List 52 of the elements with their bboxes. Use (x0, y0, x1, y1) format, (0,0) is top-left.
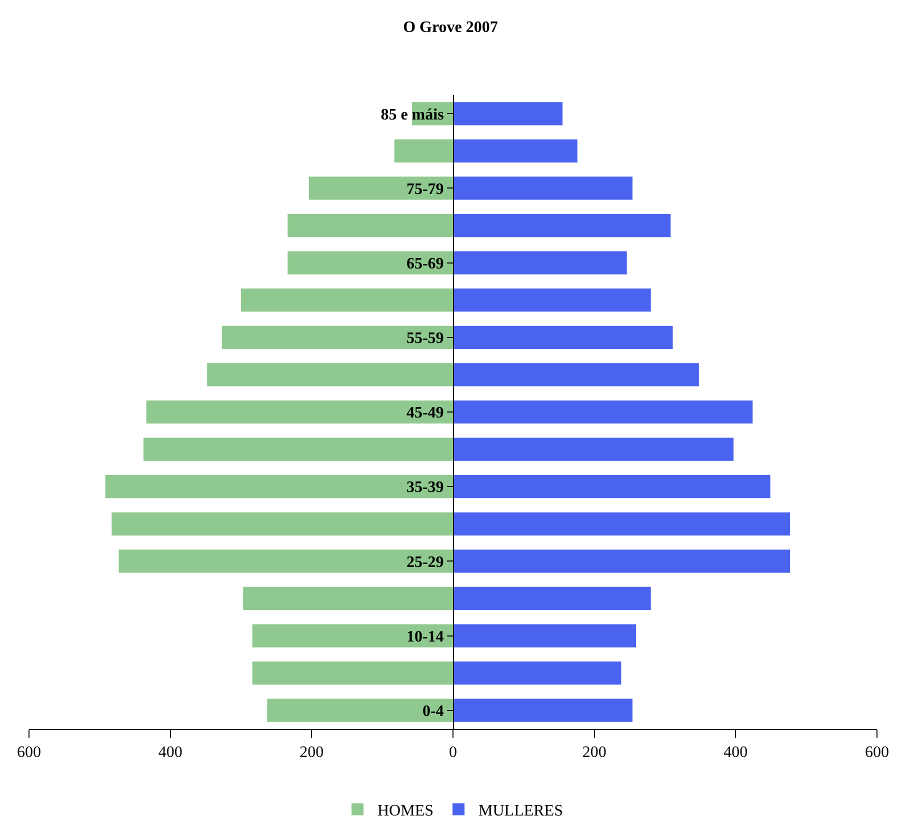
x-tick-label: 400 (158, 744, 182, 762)
bar (243, 586, 453, 610)
bar (207, 363, 453, 386)
x-tick-label: 0 (449, 744, 457, 762)
bar (453, 139, 578, 162)
x-tick-label: 600 (865, 744, 889, 762)
bar (453, 698, 632, 722)
bar (453, 624, 636, 648)
bar (453, 363, 699, 386)
y-tick-label: 25-29 (406, 554, 444, 571)
x-tick-label: 400 (724, 744, 748, 762)
bar (453, 662, 622, 685)
x-tick-label: 200 (582, 744, 606, 762)
y-tick-label: 0-4 (422, 702, 444, 720)
bar (308, 176, 453, 200)
y-tick-label: 45-49 (406, 404, 444, 422)
y-tick-label: 75-79 (406, 180, 444, 198)
chart-title: O Grove 2007 (403, 19, 498, 36)
bar (288, 251, 453, 274)
bar (453, 400, 753, 424)
bar (105, 475, 453, 498)
bar (222, 326, 453, 349)
legend-label: HOMES (378, 802, 434, 820)
bar (267, 698, 453, 722)
bar (112, 512, 453, 536)
x-tick-label: 600 (17, 744, 41, 762)
bar (252, 624, 453, 648)
bar (453, 512, 790, 536)
bar (143, 438, 453, 461)
bar (241, 288, 453, 312)
y-tick-label: 65-69 (406, 255, 444, 272)
bar (394, 139, 453, 162)
bar (453, 251, 627, 274)
bar (453, 475, 770, 498)
bar (453, 326, 673, 349)
bar (453, 214, 671, 238)
legend-label: MULLERES (478, 802, 563, 820)
bar (453, 176, 632, 200)
bar (453, 102, 563, 126)
y-tick-label: 85 e máis (380, 106, 444, 124)
bar (252, 662, 453, 685)
bar (146, 400, 453, 424)
x-tick-label: 200 (300, 744, 324, 762)
y-tick-label: 35-39 (406, 479, 444, 496)
y-tick-label: 55-59 (406, 330, 444, 348)
bar (288, 214, 453, 238)
bar (453, 438, 734, 461)
bar (453, 550, 790, 573)
y-tick-label: 10-14 (406, 628, 444, 646)
bar (118, 550, 453, 573)
bar (453, 586, 651, 610)
bar (453, 288, 651, 312)
